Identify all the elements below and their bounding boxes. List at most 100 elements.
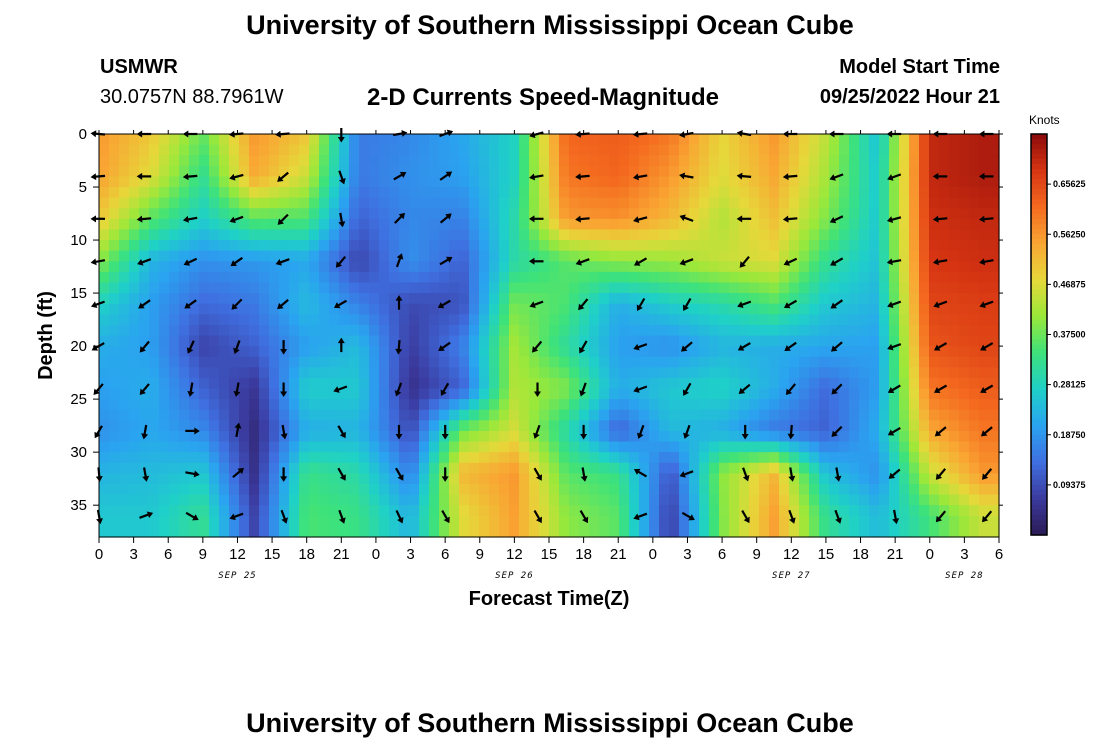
- chart: 0 3 6 9 12 15 18 21 0 3 6 9 12 15 18 21 0 3 6 9 12 15 18 21 0 3 60…: [35, 113, 1086, 610]
- heatmap-cell: [139, 250, 150, 262]
- heatmap-cell: [869, 452, 880, 464]
- heatmap-cell: [229, 324, 240, 337]
- heatmap-cell: [509, 144, 520, 156]
- heatmap-cell: [289, 441, 300, 453]
- heatmap-cell: [859, 367, 870, 379]
- heatmap-cell: [259, 240, 270, 252]
- y-tick-label: 10: [70, 232, 87, 249]
- heatmap-cell: [139, 441, 150, 453]
- heatmap-cell: [179, 218, 190, 231]
- heatmap-cell: [479, 324, 490, 337]
- heatmap-cell: [339, 293, 350, 305]
- heatmap-cell: [719, 388, 730, 400]
- heatmap-cell: [979, 229, 990, 241]
- heatmap-cell: [519, 515, 530, 527]
- heatmap-cell: [399, 218, 410, 231]
- heatmap-cell: [439, 197, 450, 209]
- heatmap-cell: [379, 176, 390, 188]
- heatmap-cell: [329, 250, 340, 262]
- heatmap-cell: [929, 155, 940, 167]
- heatmap-cell: [499, 187, 510, 199]
- heatmap-cell: [319, 420, 330, 432]
- heatmap-cell: [669, 377, 680, 390]
- heatmap-cell: [369, 473, 380, 485]
- current-arrow: [887, 300, 902, 308]
- colorbar-segment: [1031, 399, 1047, 406]
- heatmap-cell: [939, 430, 950, 443]
- heatmap-cell: [409, 144, 420, 156]
- heatmap-cell: [949, 282, 960, 294]
- heatmap-cell: [679, 346, 690, 358]
- heatmap-cell: [209, 526, 220, 538]
- heatmap-cell: [219, 409, 230, 421]
- heatmap-cell: [249, 494, 260, 506]
- heatmap-cell: [799, 261, 810, 273]
- heatmap-cell: [879, 335, 890, 347]
- heatmap-cell: [759, 324, 770, 337]
- heatmap-cell: [329, 271, 340, 284]
- heatmap-cell: [729, 526, 740, 538]
- heatmap-cell: [189, 494, 200, 506]
- heatmap-cell: [819, 293, 830, 305]
- heatmap-cell: [719, 293, 730, 305]
- heatmap-cell: [419, 452, 430, 464]
- heatmap-cell: [389, 399, 400, 411]
- heatmap-cell: [589, 452, 600, 464]
- heatmap-cell: [429, 335, 440, 347]
- colorbar-segment: [1031, 384, 1047, 391]
- heatmap-cell: [449, 441, 460, 453]
- heatmap-cell: [229, 314, 240, 326]
- heatmap-cell: [729, 346, 740, 358]
- heatmap-cell: [799, 388, 810, 400]
- heatmap-cell: [749, 452, 760, 464]
- heatmap-cell: [619, 155, 630, 167]
- heatmap-cell: [689, 388, 700, 400]
- heatmap-cell: [449, 399, 460, 411]
- heatmap-cell: [549, 176, 560, 188]
- heatmap-cell: [629, 473, 640, 485]
- colorbar-segment: [1031, 279, 1047, 285]
- heatmap-cell: [869, 409, 880, 421]
- colorbar-segment: [1031, 214, 1047, 220]
- current-arrow: [439, 171, 453, 181]
- heatmap-cell: [589, 335, 600, 347]
- heatmap-cell: [289, 165, 300, 178]
- heatmap-cell: [99, 271, 110, 284]
- heatmap-cell: [269, 356, 280, 368]
- heatmap-cell: [99, 430, 110, 443]
- heatmap-cell: [539, 229, 550, 241]
- heatmap-cell: [889, 483, 900, 496]
- heatmap-cell: [509, 218, 520, 231]
- heatmap-cell: [329, 218, 340, 231]
- heatmap-cell: [139, 134, 150, 146]
- heatmap-cell: [559, 144, 570, 156]
- heatmap-cell: [849, 208, 860, 220]
- heatmap-cell: [979, 134, 990, 146]
- heatmap-cell: [189, 293, 200, 305]
- current-arrow: [783, 299, 798, 309]
- heatmap-cell: [839, 261, 850, 273]
- heatmap-cell: [609, 462, 620, 474]
- heatmap-cell: [629, 452, 640, 464]
- heatmap-cell: [849, 473, 860, 485]
- current-arrow: [978, 172, 994, 180]
- heatmap-cell: [339, 409, 350, 421]
- heatmap-cell: [739, 335, 750, 347]
- heatmap-cell: [809, 293, 820, 305]
- heatmap-cell: [99, 134, 110, 146]
- heatmap-cell: [179, 240, 190, 252]
- heatmap-cell: [299, 526, 310, 538]
- heatmap-cell: [379, 526, 390, 538]
- heatmap-cell: [909, 250, 920, 262]
- current-arrow: [277, 213, 289, 225]
- heatmap-cell: [349, 526, 360, 538]
- heatmap-cell: [469, 314, 480, 326]
- heatmap-cell: [919, 346, 930, 358]
- heatmap-cell: [479, 420, 490, 432]
- heatmap-cell: [349, 515, 360, 527]
- heatmap-cell: [969, 250, 980, 262]
- heatmap-cell: [529, 208, 540, 220]
- heatmap-cell: [149, 218, 160, 231]
- y-tick-label: 35: [70, 497, 87, 514]
- heatmap-cell: [249, 218, 260, 231]
